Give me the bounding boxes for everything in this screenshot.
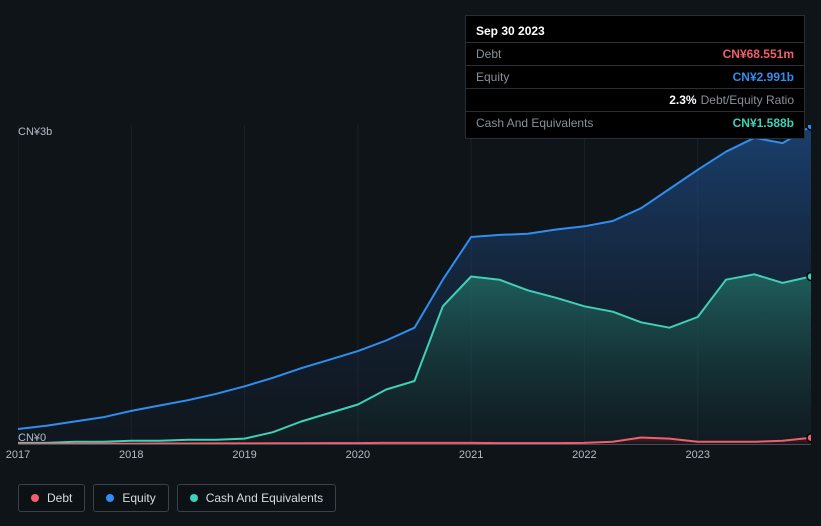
y-tick-label: CN¥0 — [18, 432, 46, 444]
y-tick-label: CN¥3b — [18, 126, 52, 138]
x-tick-label: 2017 — [6, 449, 30, 461]
tooltip-debt-label: Debt — [476, 47, 501, 61]
tooltip-date: Sep 30 2023 — [476, 24, 545, 38]
equity-color-dot — [106, 494, 114, 502]
legend-label: Debt — [47, 491, 72, 505]
tooltip-cash-value: CN¥1.588b — [733, 116, 794, 130]
tooltip-equity-value: CN¥2.991b — [733, 70, 794, 84]
x-tick-label: 2023 — [685, 449, 709, 461]
legend-label: Equity — [122, 491, 155, 505]
tooltip-equity-label: Equity — [476, 70, 509, 84]
tooltip-ratio-label: Debt/Equity Ratio — [701, 93, 794, 107]
chart-plot[interactable] — [18, 125, 811, 445]
legend-item-equity[interactable]: Equity — [93, 484, 168, 512]
debt-color-dot — [31, 494, 39, 502]
chart-svg[interactable] — [18, 125, 811, 445]
x-axis: 2017201820192020202120222023 — [18, 449, 811, 467]
hover-tooltip: Sep 30 2023 Debt CN¥68.551m Equity CN¥2.… — [465, 15, 805, 139]
tooltip-ratio: 2.3% Debt/Equity Ratio — [669, 93, 794, 107]
tooltip-ratio-pct: 2.3% — [669, 93, 696, 107]
x-tick-label: 2021 — [459, 449, 483, 461]
tooltip-debt-value: CN¥68.551m — [723, 47, 794, 61]
legend: Debt Equity Cash And Equivalents — [18, 484, 336, 512]
x-tick-label: 2020 — [346, 449, 370, 461]
x-tick-label: 2018 — [119, 449, 143, 461]
legend-item-cash[interactable]: Cash And Equivalents — [177, 484, 336, 512]
cash-color-dot — [190, 494, 198, 502]
legend-label: Cash And Equivalents — [206, 491, 323, 505]
x-tick-label: 2022 — [572, 449, 596, 461]
legend-item-debt[interactable]: Debt — [18, 484, 85, 512]
chart-area[interactable]: CN¥0 CN¥3b — [18, 125, 811, 445]
tooltip-cash-label: Cash And Equivalents — [476, 116, 593, 130]
x-tick-label: 2019 — [232, 449, 256, 461]
